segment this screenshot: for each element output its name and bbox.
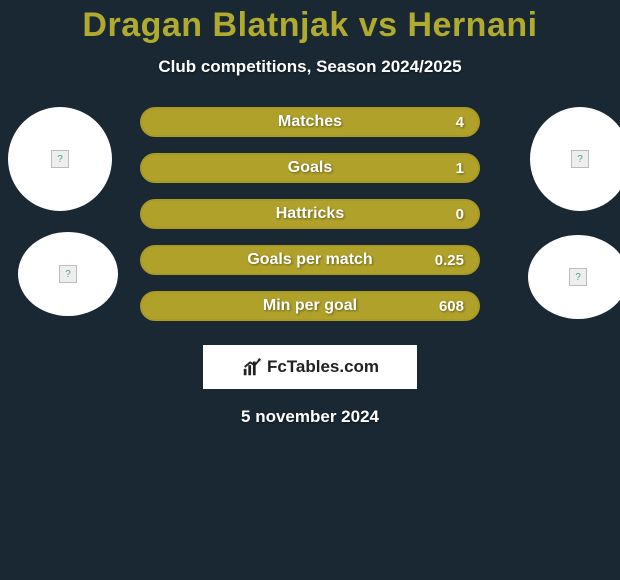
- stat-bar: Goals 1: [140, 153, 480, 183]
- brand-chart-icon: [241, 356, 263, 378]
- stat-label: Goals per match: [247, 251, 372, 269]
- broken-image-icon: ?: [51, 150, 69, 168]
- page-subtitle: Club competitions, Season 2024/2025: [0, 57, 620, 77]
- date-text: 5 november 2024: [0, 407, 620, 427]
- broken-image-icon: ?: [571, 150, 589, 168]
- player2-avatar: ?: [530, 107, 620, 211]
- stat-bar: Goals per match 0.25: [140, 245, 480, 275]
- stat-bar: Matches 4: [140, 107, 480, 137]
- stat-label: Hattricks: [276, 205, 344, 223]
- stat-label: Matches: [278, 113, 342, 131]
- stat-value: 4: [456, 114, 464, 131]
- comparison-panel: ? ? ? ? Matches 4 Goals 1 Hattricks 0 Go…: [0, 107, 620, 337]
- stat-label: Goals: [288, 159, 332, 177]
- stat-value: 1: [456, 160, 464, 177]
- stat-bar: Min per goal 608: [140, 291, 480, 321]
- stat-value: 608: [439, 298, 464, 315]
- player1-club-avatar: ?: [18, 232, 118, 316]
- stat-label: Min per goal: [263, 297, 357, 315]
- stat-value: 0.25: [435, 252, 464, 269]
- stat-bar: Hattricks 0: [140, 199, 480, 229]
- player2-club-avatar: ?: [528, 235, 620, 319]
- brand-text: FcTables.com: [267, 357, 379, 377]
- player1-avatar: ?: [8, 107, 112, 211]
- page-title: Dragan Blatnjak vs Hernani: [0, 0, 620, 45]
- brand-box: FcTables.com: [203, 345, 417, 389]
- stat-value: 0: [456, 206, 464, 223]
- broken-image-icon: ?: [59, 265, 77, 283]
- broken-image-icon: ?: [569, 268, 587, 286]
- stat-bars: Matches 4 Goals 1 Hattricks 0 Goals per …: [140, 107, 480, 337]
